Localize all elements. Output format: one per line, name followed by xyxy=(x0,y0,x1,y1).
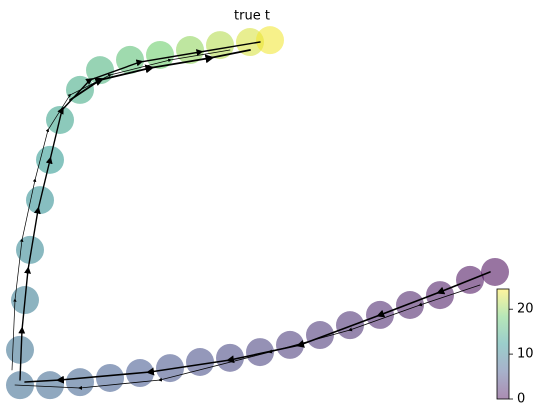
point xyxy=(336,311,364,340)
point xyxy=(36,371,64,400)
colorbar-tick-label: 0 xyxy=(517,392,525,407)
colorbar-tick-label: 20 xyxy=(517,302,534,317)
streamlines xyxy=(11,41,491,390)
point xyxy=(186,348,214,376)
colorbar-frame xyxy=(496,288,510,400)
points xyxy=(6,26,509,400)
colorbar-tick-label: 10 xyxy=(517,347,534,362)
colorbar xyxy=(497,289,509,399)
colorbar-ticks: 0 10 20 xyxy=(509,302,534,407)
point xyxy=(206,31,234,60)
point xyxy=(481,257,509,286)
point xyxy=(66,368,94,397)
chart-title: true t xyxy=(234,9,270,24)
point xyxy=(256,26,284,55)
point xyxy=(6,335,34,364)
point xyxy=(306,321,334,350)
point xyxy=(96,363,124,392)
